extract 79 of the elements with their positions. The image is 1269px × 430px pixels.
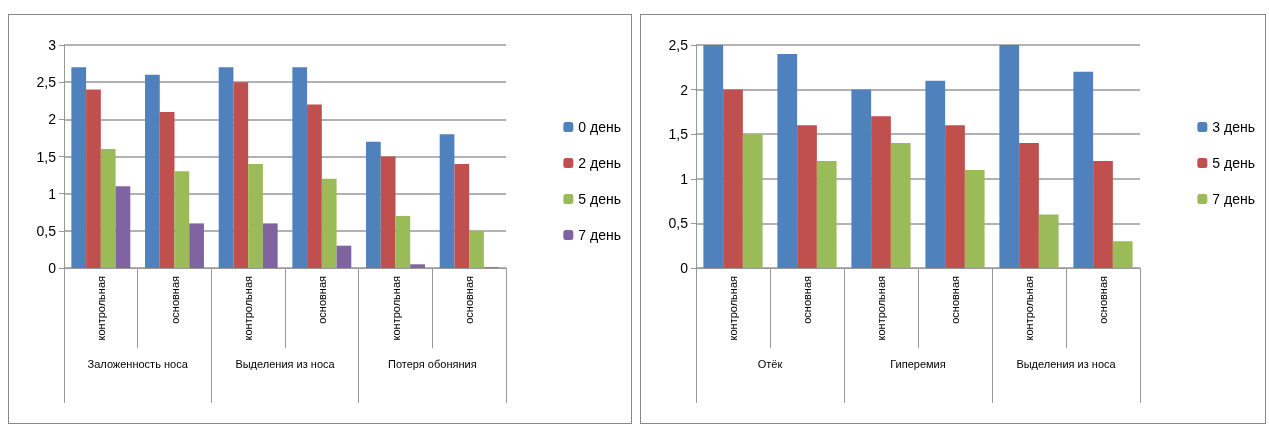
bar (380, 156, 396, 268)
bar (454, 163, 470, 268)
bar (307, 104, 322, 268)
x-tick-label: контрольная (94, 275, 107, 341)
bar (723, 89, 743, 268)
y-tick-label: 0 (48, 260, 57, 276)
bar (945, 125, 965, 268)
bar (439, 134, 455, 268)
bar (189, 223, 204, 268)
y-tick-label: 1 (680, 170, 689, 187)
text: Выделения из носа (1016, 358, 1117, 370)
bar (115, 186, 131, 268)
bar (999, 45, 1020, 268)
bar (1073, 71, 1094, 268)
bar (366, 141, 381, 268)
bar (336, 245, 352, 268)
x-tick-label: контрольная (389, 275, 402, 341)
bar (410, 264, 425, 268)
x-tick-label: основная (1097, 275, 1109, 324)
bar (1112, 241, 1133, 268)
y-tick-label: 3 (48, 37, 57, 53)
y-tick-label: 0 (680, 260, 689, 276)
bar (395, 215, 411, 268)
x-tick-label: основная (463, 275, 476, 324)
bar (159, 111, 175, 268)
bar (797, 125, 817, 268)
y-tick-label: 2 (48, 111, 57, 128)
y-tick-label: 2 (680, 81, 689, 98)
text: Отёк (757, 358, 783, 370)
bar (851, 89, 872, 268)
bar (174, 171, 190, 268)
bar (1093, 160, 1113, 268)
y-tick-label: 0,5 (36, 222, 57, 239)
legend-label: 3 день (1212, 119, 1255, 135)
legend-label: 5 день (1212, 155, 1255, 171)
x-tick-label: основная (949, 275, 961, 324)
text: Заложенность носа (87, 358, 189, 370)
bar (248, 163, 263, 268)
bar (703, 45, 724, 268)
bar (1019, 143, 1039, 268)
bar (1038, 214, 1059, 268)
bar (321, 178, 337, 268)
legend-label: 5 день (578, 191, 621, 207)
bar (890, 143, 911, 268)
y-tick-label: 1,5 (36, 148, 57, 165)
bar (292, 67, 308, 268)
bar (777, 53, 798, 268)
bar (964, 169, 985, 268)
text: Потеря обоняния (388, 358, 477, 370)
bar (816, 160, 837, 268)
y-tick-label: 2,5 (668, 37, 689, 53)
bar (871, 116, 891, 268)
x-tick-label: контрольная (1023, 275, 1035, 341)
text: Гиперемия (890, 358, 946, 370)
x-tick-label: контрольная (242, 275, 255, 341)
x-tick-label: основная (315, 275, 328, 324)
legend-label: 2 день (578, 155, 621, 171)
legend-label: 7 день (1212, 191, 1255, 207)
y-tick-label: 2,5 (36, 74, 57, 91)
text: Выделения из носа (235, 358, 336, 370)
bar (469, 230, 484, 268)
y-tick-label: 1,5 (668, 126, 689, 143)
bar (925, 80, 946, 268)
bar (71, 67, 87, 268)
bar (86, 89, 101, 268)
bar (145, 74, 160, 268)
legend-label: 0 день (578, 119, 621, 135)
legend-label: 7 день (578, 227, 621, 243)
bar (218, 67, 234, 268)
x-tick-label: контрольная (875, 275, 887, 341)
y-tick-label: 0,5 (668, 215, 689, 232)
bar (100, 149, 116, 268)
x-tick-label: основная (801, 275, 813, 324)
x-tick-label: основная (168, 275, 181, 324)
x-tick-label: контрольная (727, 275, 739, 341)
y-tick-label: 1 (48, 185, 57, 202)
bar (262, 223, 278, 268)
bar (742, 134, 763, 268)
bar (233, 82, 249, 268)
